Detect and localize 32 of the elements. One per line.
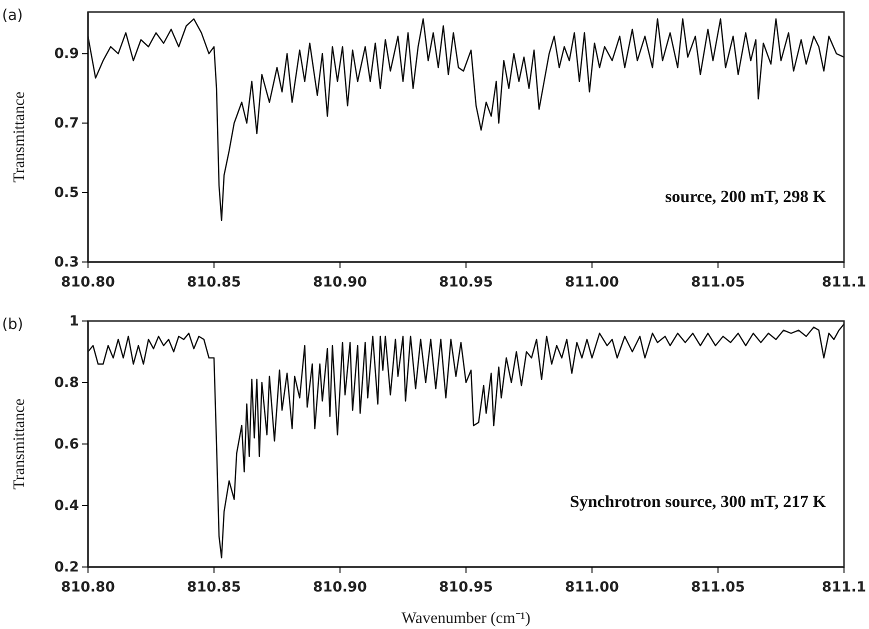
x-tick-label: 810.85	[186, 579, 242, 596]
y-tick-label: 0.3	[54, 254, 79, 270]
text: (b)	[2, 315, 24, 333]
x-tick-label: 811.00	[564, 579, 620, 596]
y-tick-label: 0.6	[54, 436, 79, 452]
y-tick-label: 0.7	[54, 116, 79, 132]
line-series	[88, 18, 844, 221]
y-tick-label: 1	[69, 313, 79, 330]
x-tick-label: 811.05	[690, 579, 746, 596]
x-axis-title: Wavenumber (cm⁻¹)	[402, 610, 530, 627]
y-tick-label: 0.8	[54, 374, 79, 391]
y-tick-label: 0.5	[54, 185, 79, 202]
x-tick-label: 810.85	[186, 274, 242, 290]
y-tick-label: 0.9	[54, 46, 79, 62]
text: (a)	[2, 6, 23, 24]
annotation: source, 200 mT, 298 K	[665, 187, 827, 206]
line-series	[88, 323, 844, 558]
x-tick-label: 810.80	[60, 274, 116, 290]
x-tick-label: 811.1	[822, 579, 866, 596]
annotation: Synchrotron source, 300 mT, 217 K	[570, 492, 827, 511]
y-axis-title: Transmittance	[11, 398, 28, 490]
x-tick-label: 811.1	[822, 274, 866, 290]
y-axis-title: Transmittance	[11, 92, 28, 182]
y-tick-label: 0.2	[54, 559, 79, 576]
x-tick-label: 810.90	[312, 274, 368, 290]
x-tick-label: 810.80	[60, 579, 116, 596]
x-tick-label: 811.05	[690, 274, 746, 290]
x-tick-label: 811.00	[564, 274, 620, 290]
x-tick-label: 810.95	[438, 579, 494, 596]
x-tick-label: 810.95	[438, 274, 494, 290]
y-tick-label: 0.4	[54, 498, 80, 514]
x-tick-label: 810.90	[312, 579, 368, 596]
